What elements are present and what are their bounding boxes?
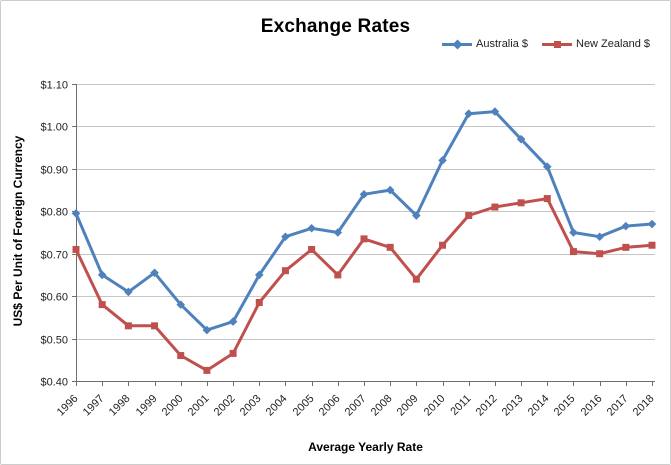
data-point-square <box>622 243 630 251</box>
data-point-diamond <box>150 268 159 278</box>
x-tick-label: 1999 <box>134 393 160 419</box>
data-point-square <box>543 195 551 203</box>
data-point-diamond <box>438 156 447 165</box>
data-point-diamond <box>359 190 369 199</box>
data-point-diamond <box>71 209 81 218</box>
data-point-square <box>308 245 316 253</box>
x-tick-label: 1997 <box>81 393 107 419</box>
data-point-diamond <box>595 232 604 242</box>
data-point-square <box>203 366 211 374</box>
data-point-diamond <box>228 317 238 326</box>
data-point-square <box>98 301 106 309</box>
y-tick-label: $0.70 <box>40 250 68 262</box>
legend-label-australia: Australia $ <box>476 38 528 50</box>
data-point-square <box>517 199 525 207</box>
data-point-diamond <box>202 325 212 335</box>
y-tick-label: $1.10 <box>40 80 68 92</box>
x-tick-label: 2013 <box>500 393 526 419</box>
x-tick-label: 2012 <box>474 393 500 419</box>
data-point-square <box>124 322 132 330</box>
x-tick-label: 2006 <box>317 393 343 419</box>
data-point-square <box>255 299 263 307</box>
x-tick-label: 2009 <box>395 393 421 419</box>
data-point-diamond <box>621 221 631 231</box>
data-point-diamond <box>307 223 316 233</box>
data-point-diamond <box>569 228 578 237</box>
data-point-diamond <box>124 287 133 297</box>
x-tick-label: 2014 <box>526 393 552 419</box>
series-line-0 <box>74 110 654 332</box>
x-tick-label: 2000 <box>160 393 186 419</box>
legend: Australia $ New Zealand $ <box>442 38 650 50</box>
y-tick-label: $0.50 <box>40 335 68 347</box>
square-marker-icon <box>554 41 561 48</box>
x-tick-label: 2010 <box>422 393 448 419</box>
data-point-square <box>72 245 80 253</box>
data-point-square <box>439 241 447 249</box>
data-point-diamond <box>542 162 552 172</box>
x-tick-label: 2017 <box>605 393 631 419</box>
data-point-square <box>360 235 368 243</box>
x-axis-title: Average Yearly Rate <box>308 440 423 454</box>
data-point-square <box>491 203 499 211</box>
y-tick-label: $1.00 <box>40 122 68 134</box>
legend-swatch-australia <box>442 39 473 50</box>
y-tick-label: $0.40 <box>40 377 68 389</box>
x-tick-label: 2008 <box>369 393 395 419</box>
data-point-square <box>334 271 342 279</box>
x-tick-label: 2016 <box>579 393 605 419</box>
data-point-square <box>281 267 289 275</box>
x-tick-label: 2003 <box>238 393 264 419</box>
x-tick-label: 2004 <box>264 393 290 419</box>
y-tick-label: $0.90 <box>40 165 68 177</box>
data-point-diamond <box>281 232 290 242</box>
data-point-square <box>151 322 159 330</box>
data-point-diamond <box>385 185 395 195</box>
x-tick-label: 1998 <box>107 393 133 419</box>
y-tick-label: $0.80 <box>40 207 68 219</box>
data-point-diamond <box>97 270 107 280</box>
data-point-square <box>229 349 237 357</box>
x-tick-label: 2005 <box>291 393 317 419</box>
y-axis-title: US$ Per Unit of Foreign Currency <box>11 135 25 327</box>
x-tick-label: 2015 <box>552 393 578 419</box>
data-point-diamond <box>176 300 186 309</box>
data-point-square <box>596 250 604 258</box>
data-point-square <box>569 248 577 256</box>
legend-item-new-zealand: New Zealand $ <box>542 38 650 50</box>
data-point-square <box>648 241 656 249</box>
legend-label-new-zealand: New Zealand $ <box>576 38 650 50</box>
data-point-diamond <box>464 109 474 118</box>
data-point-diamond <box>412 211 421 220</box>
data-point-diamond <box>254 270 264 280</box>
x-tick-label: 2002 <box>212 393 238 419</box>
data-point-diamond <box>333 228 343 237</box>
data-point-diamond <box>516 134 526 144</box>
legend-swatch-new-zealand <box>542 39 572 49</box>
chart-title: Exchange Rates <box>260 16 411 37</box>
data-point-square <box>386 243 394 251</box>
x-tick-label: 2011 <box>448 393 473 418</box>
y-tick-label: $0.60 <box>40 292 68 304</box>
data-point-square <box>412 275 420 283</box>
data-point-diamond <box>647 219 657 229</box>
data-point-square <box>177 352 185 360</box>
legend-item-australia: Australia $ <box>442 38 528 50</box>
x-tick-label: 1996 <box>55 393 81 419</box>
data-point-square <box>465 212 473 220</box>
data-point-diamond <box>490 107 500 116</box>
x-tick-label: 2007 <box>343 393 369 419</box>
x-tick-label: 2001 <box>186 393 212 419</box>
x-tick-label: 2018 <box>631 393 657 419</box>
